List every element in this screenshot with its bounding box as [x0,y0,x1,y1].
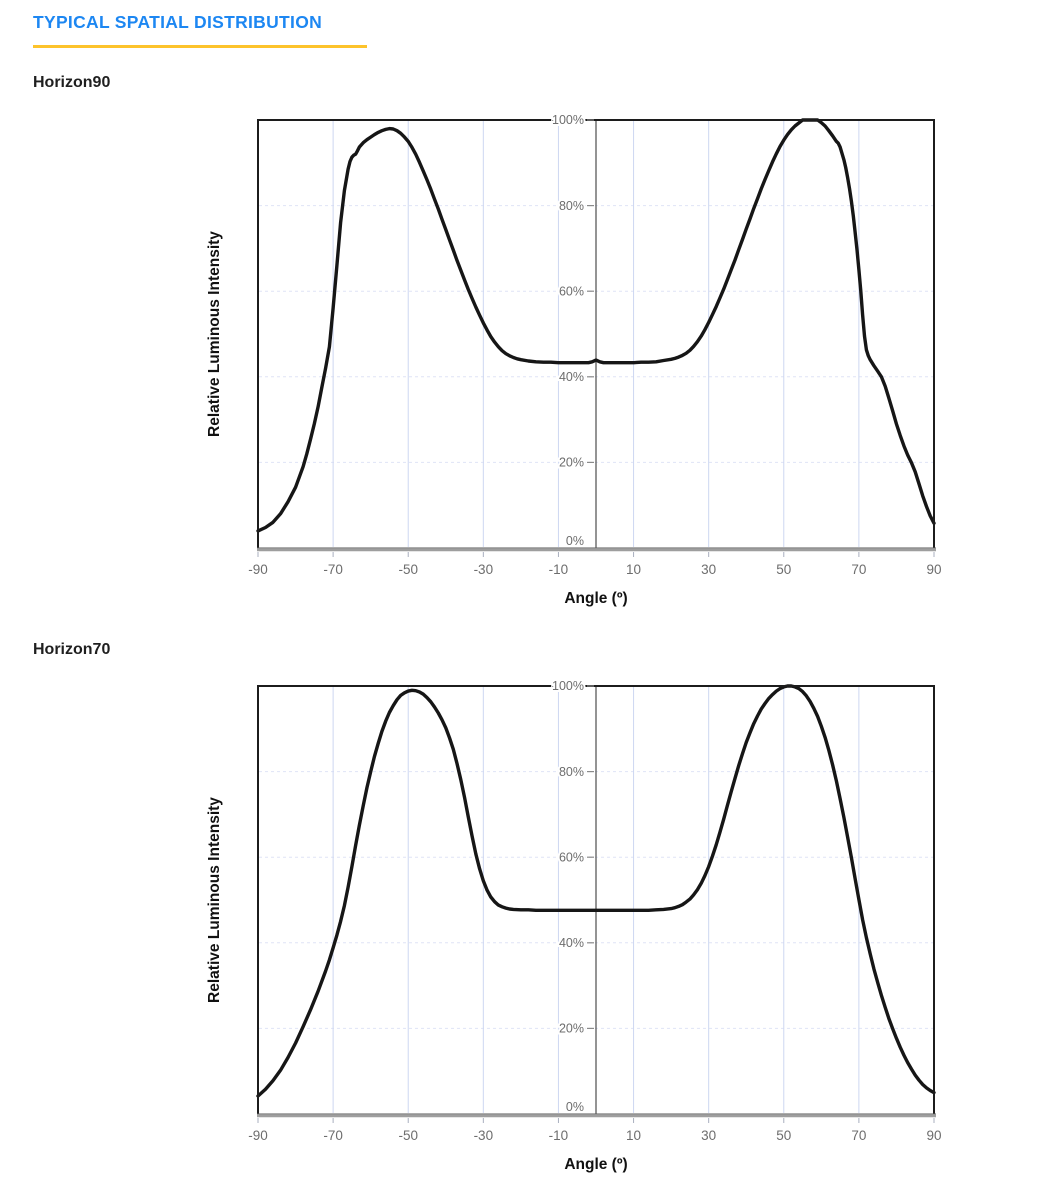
y-tick-label: 60% [559,850,584,864]
x-tick-label: 90 [926,1128,941,1143]
x-axis-title: Angle (º) [564,1156,627,1173]
y-tick-label: 80% [559,199,584,213]
y-tick-label: 40% [559,370,584,384]
x-tick-label: -30 [474,1128,494,1143]
x-tick-label: 90 [926,562,941,577]
x-tick-label: 30 [701,1128,716,1143]
x-tick-label: 70 [851,562,866,577]
x-tick-label: -50 [398,562,418,577]
x-tick-label: 50 [776,1128,791,1143]
y-tick-label: 100% [552,679,584,693]
plot-border [257,119,935,548]
y-tick-label: 0% [566,1100,584,1114]
x-tick-label: 10 [626,562,641,577]
y-tick-label: 40% [559,936,584,950]
x-tick-label: 10 [626,1128,641,1143]
y-tick-label: 60% [559,284,584,298]
x-tick-label: 50 [776,562,791,577]
plot-border [257,685,935,1114]
x-tick-label: 70 [851,1128,866,1143]
y-tick-label: 0% [566,534,584,548]
x-tick-label: -70 [323,562,343,577]
y-axis-title: Relative Luminous Intensity [206,797,223,1003]
y-axis-title: Relative Luminous Intensity [206,231,223,437]
intensity-curve [256,684,936,1098]
x-tick-label: -50 [398,1128,418,1143]
x-tick-label: 30 [701,562,716,577]
title-underline-rule [33,45,367,48]
x-tick-label: -10 [549,1128,569,1143]
horizon70-chart: -90 -70 -50 -30 -10 10 30 50 70 90 0% 20% 40% 60% 80% 1… [206,677,942,1173]
y-tick-label: 100% [552,113,584,127]
x-axis-title: Angle (º) [564,590,627,607]
chart-label-horizon90: Horizon90 [33,74,111,91]
page-title: TYPICAL SPATIAL DISTRIBUTION [33,12,323,32]
x-tick-label: -70 [323,1128,343,1143]
x-tick-label: -90 [248,1128,268,1143]
x-tick-label: -10 [549,562,569,577]
x-tick-label: -30 [474,562,494,577]
intensity-curve [256,118,936,533]
y-tick-label: 80% [559,765,584,779]
y-tick-label: 20% [559,456,584,470]
chart-label-horizon70: Horizon70 [33,641,111,658]
x-tick-label: -90 [248,562,268,577]
horizon90-chart: -90 -70 -50 -30 -10 10 30 50 70 90 0% 20% 40% 60% 80% 1… [206,111,942,607]
y-tick-label: 20% [559,1022,584,1036]
